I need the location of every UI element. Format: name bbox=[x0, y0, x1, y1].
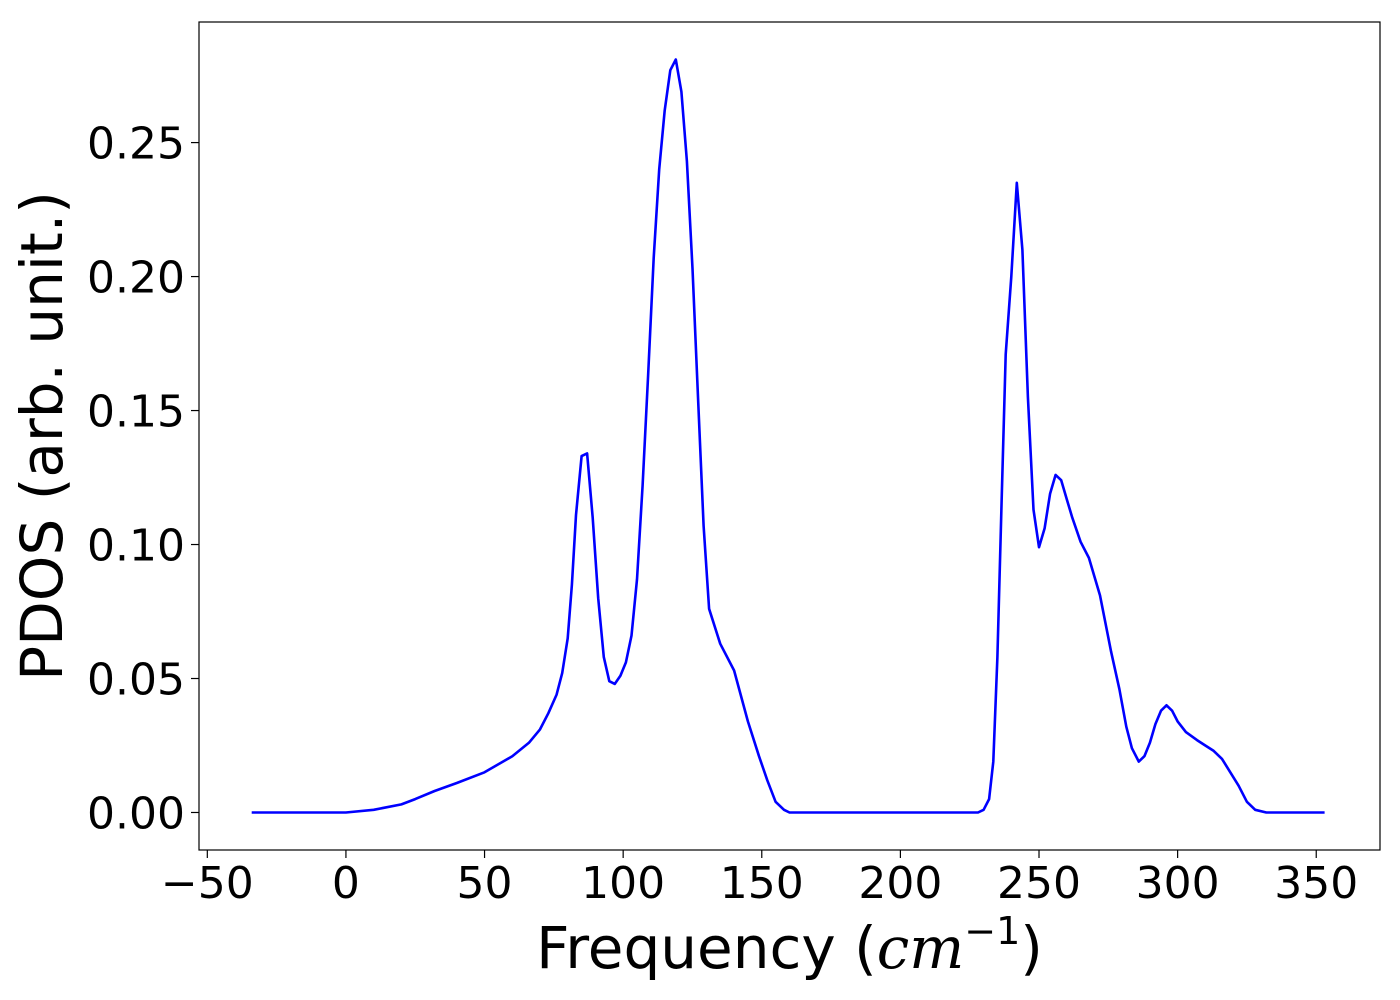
x-tick-label: 0 bbox=[332, 858, 360, 909]
series-layer bbox=[251, 58, 1325, 814]
y-axis: 0.00 0.05 0.10 0.15 0.20 0.25 bbox=[87, 119, 199, 839]
y-tick-label: 0.10 bbox=[87, 521, 185, 572]
y-axis-label: PDOS (arb. unit.) bbox=[8, 191, 76, 681]
x-tick-label: 100 bbox=[581, 858, 665, 909]
x-axis: −50 0 50 100 150 200 250 300 350 bbox=[161, 850, 1358, 909]
x-tick-label: 350 bbox=[1274, 858, 1358, 909]
y-tick-label: 0.20 bbox=[87, 253, 185, 304]
y-tick-label: 0.00 bbox=[87, 788, 185, 839]
x-tick-label: 50 bbox=[457, 858, 513, 909]
pdos-series-line bbox=[251, 58, 1325, 814]
x-tick-label: 300 bbox=[1136, 858, 1220, 909]
x-tick-label: 200 bbox=[858, 858, 942, 909]
x-tick-label: 150 bbox=[720, 858, 804, 909]
x-tick-label: −50 bbox=[161, 858, 254, 909]
y-tick-label: 0.25 bbox=[87, 119, 185, 170]
y-tick-label: 0.15 bbox=[87, 387, 185, 438]
x-axis-label: Frequency (cm−1) bbox=[536, 909, 1043, 982]
y-tick-label: 0.05 bbox=[87, 655, 185, 706]
x-tick-label: 250 bbox=[997, 858, 1081, 909]
plot-frame bbox=[198, 21, 1381, 851]
